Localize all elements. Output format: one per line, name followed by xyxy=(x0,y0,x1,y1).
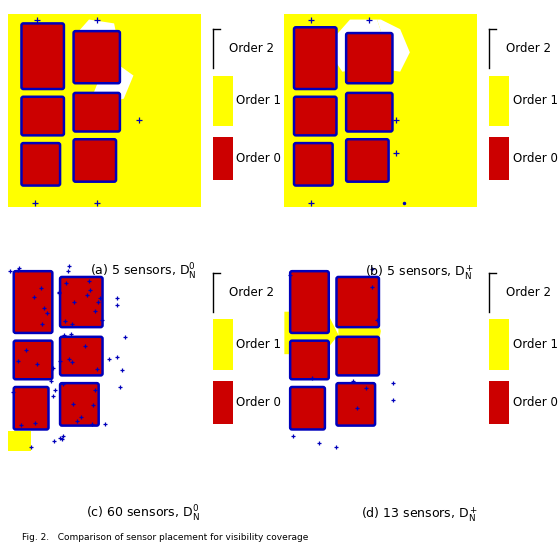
Text: Order 0: Order 0 xyxy=(513,396,558,409)
FancyBboxPatch shape xyxy=(290,340,329,379)
Text: (a) 5 sensors, $\mathregular{D_N^0}$: (a) 5 sensors, $\mathregular{D_N^0}$ xyxy=(90,262,197,282)
Text: (c) 60 sensors, $\mathregular{D_N^0}$: (c) 60 sensors, $\mathregular{D_N^0}$ xyxy=(86,504,200,524)
Bar xyxy=(489,75,509,126)
Text: Order 1: Order 1 xyxy=(513,94,558,107)
FancyBboxPatch shape xyxy=(346,139,389,182)
FancyBboxPatch shape xyxy=(337,383,375,426)
Bar xyxy=(213,381,233,424)
Text: Order 1: Order 1 xyxy=(236,338,281,351)
Text: Order 0: Order 0 xyxy=(236,396,281,409)
Text: Order 2: Order 2 xyxy=(506,286,550,299)
Bar xyxy=(213,138,233,180)
FancyBboxPatch shape xyxy=(294,97,337,135)
FancyBboxPatch shape xyxy=(73,31,120,83)
Polygon shape xyxy=(334,20,385,72)
Bar xyxy=(213,320,233,370)
Bar xyxy=(489,138,509,180)
Text: Order 0: Order 0 xyxy=(236,152,281,165)
FancyBboxPatch shape xyxy=(73,93,120,131)
Text: Order 2: Order 2 xyxy=(229,42,274,55)
FancyBboxPatch shape xyxy=(346,93,393,131)
Polygon shape xyxy=(373,20,410,72)
Text: (d) 13 sensors, $\mathregular{D_N^+}$: (d) 13 sensors, $\mathregular{D_N^+}$ xyxy=(361,505,478,524)
Polygon shape xyxy=(50,68,85,101)
Text: Order 1: Order 1 xyxy=(236,94,281,107)
Text: Order 2: Order 2 xyxy=(506,42,550,55)
FancyBboxPatch shape xyxy=(14,387,49,430)
FancyBboxPatch shape xyxy=(21,24,64,89)
FancyBboxPatch shape xyxy=(60,337,102,376)
Polygon shape xyxy=(8,431,31,450)
FancyBboxPatch shape xyxy=(294,143,333,185)
FancyBboxPatch shape xyxy=(14,340,52,379)
Bar xyxy=(489,381,509,424)
Polygon shape xyxy=(73,20,120,72)
Polygon shape xyxy=(284,312,338,354)
FancyBboxPatch shape xyxy=(73,139,116,182)
FancyBboxPatch shape xyxy=(294,28,337,89)
FancyBboxPatch shape xyxy=(21,97,64,135)
FancyBboxPatch shape xyxy=(21,143,60,185)
Polygon shape xyxy=(284,87,358,149)
Text: Fig. 2.   Comparison of sensor placement for visibility coverage: Fig. 2. Comparison of sensor placement f… xyxy=(22,533,309,542)
FancyBboxPatch shape xyxy=(290,387,325,430)
Text: Order 1: Order 1 xyxy=(513,338,558,351)
FancyBboxPatch shape xyxy=(346,33,393,83)
FancyBboxPatch shape xyxy=(337,277,379,327)
Polygon shape xyxy=(327,149,390,207)
Text: Order 2: Order 2 xyxy=(229,286,274,299)
FancyBboxPatch shape xyxy=(337,337,379,376)
Bar xyxy=(213,75,233,126)
FancyBboxPatch shape xyxy=(14,271,52,333)
FancyBboxPatch shape xyxy=(290,271,329,333)
FancyBboxPatch shape xyxy=(60,277,102,327)
Polygon shape xyxy=(93,66,133,102)
Text: (b) 5 sensors, $\mathregular{D_N^+}$: (b) 5 sensors, $\mathregular{D_N^+}$ xyxy=(365,263,474,282)
Polygon shape xyxy=(338,320,381,350)
Bar xyxy=(489,320,509,370)
Text: Order 0: Order 0 xyxy=(513,152,558,165)
FancyBboxPatch shape xyxy=(60,383,99,426)
